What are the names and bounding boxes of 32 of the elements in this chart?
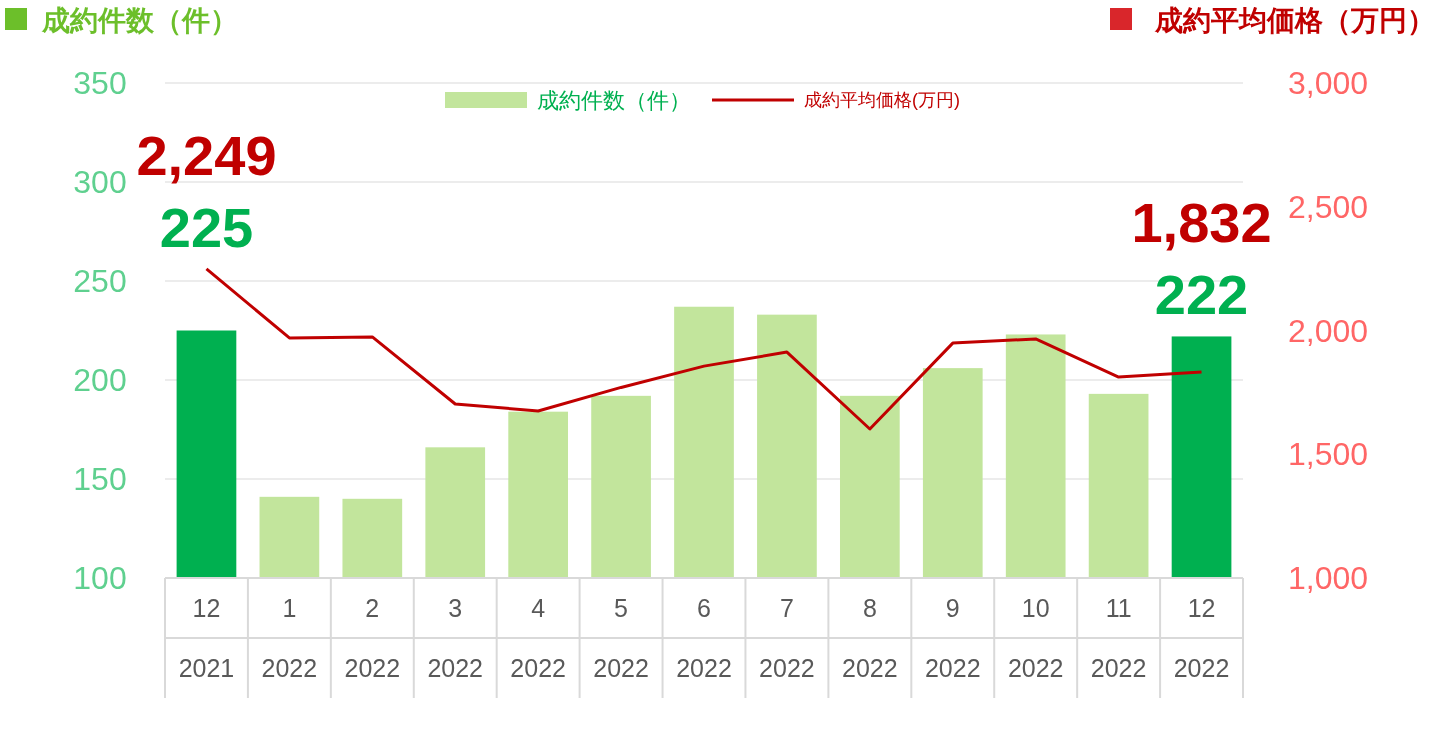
category-label: 8 2022 — [842, 593, 898, 682]
category-label: 12 2021 — [178, 593, 235, 682]
category-label: 9 2022 — [924, 593, 981, 682]
y-tick-label: 350 — [73, 65, 127, 102]
y-tick-label: 200 — [73, 362, 127, 399]
category-label: 11 2022 — [1090, 593, 1147, 682]
category-label: 10 2022 — [1007, 593, 1064, 682]
y-tick-label: 100 — [73, 560, 127, 597]
category-label: 4 2022 — [510, 593, 566, 682]
y2-tick-label: 1,500 — [1287, 436, 1369, 473]
category-label: 12 2022 — [1173, 593, 1230, 682]
y2-tick-label: 2,000 — [1287, 312, 1369, 349]
category-label: 1 2022 — [261, 593, 318, 682]
category-label: 5 2022 — [593, 593, 649, 682]
category-label: 3 2022 — [427, 593, 484, 682]
data-label: 1,832 — [1131, 191, 1272, 255]
data-label: 2,249 — [136, 123, 277, 187]
y2-axis-title: 成約平均価格（万円） — [1154, 4, 1435, 36]
y2-tick-label: 3,000 — [1287, 65, 1369, 102]
category-label: 7 2022 — [759, 593, 815, 682]
y2-tick-label: 1,000 — [1287, 560, 1369, 597]
y-axis-title: 成約件数（件） — [41, 4, 238, 36]
legend-label: 成約件数（件） — [537, 87, 691, 113]
category-label: 6 2022 — [676, 593, 732, 682]
category-label: 2 2022 — [344, 593, 401, 682]
y-tick-label: 150 — [73, 461, 127, 498]
data-label: 225 — [159, 195, 254, 259]
y2-tick-label: 2,500 — [1287, 188, 1369, 225]
y-tick-label: 300 — [73, 164, 127, 201]
y-tick-label: 250 — [73, 263, 127, 300]
data-label: 222 — [1154, 263, 1249, 327]
legend-label: 成約平均価格(万円) — [804, 90, 960, 111]
